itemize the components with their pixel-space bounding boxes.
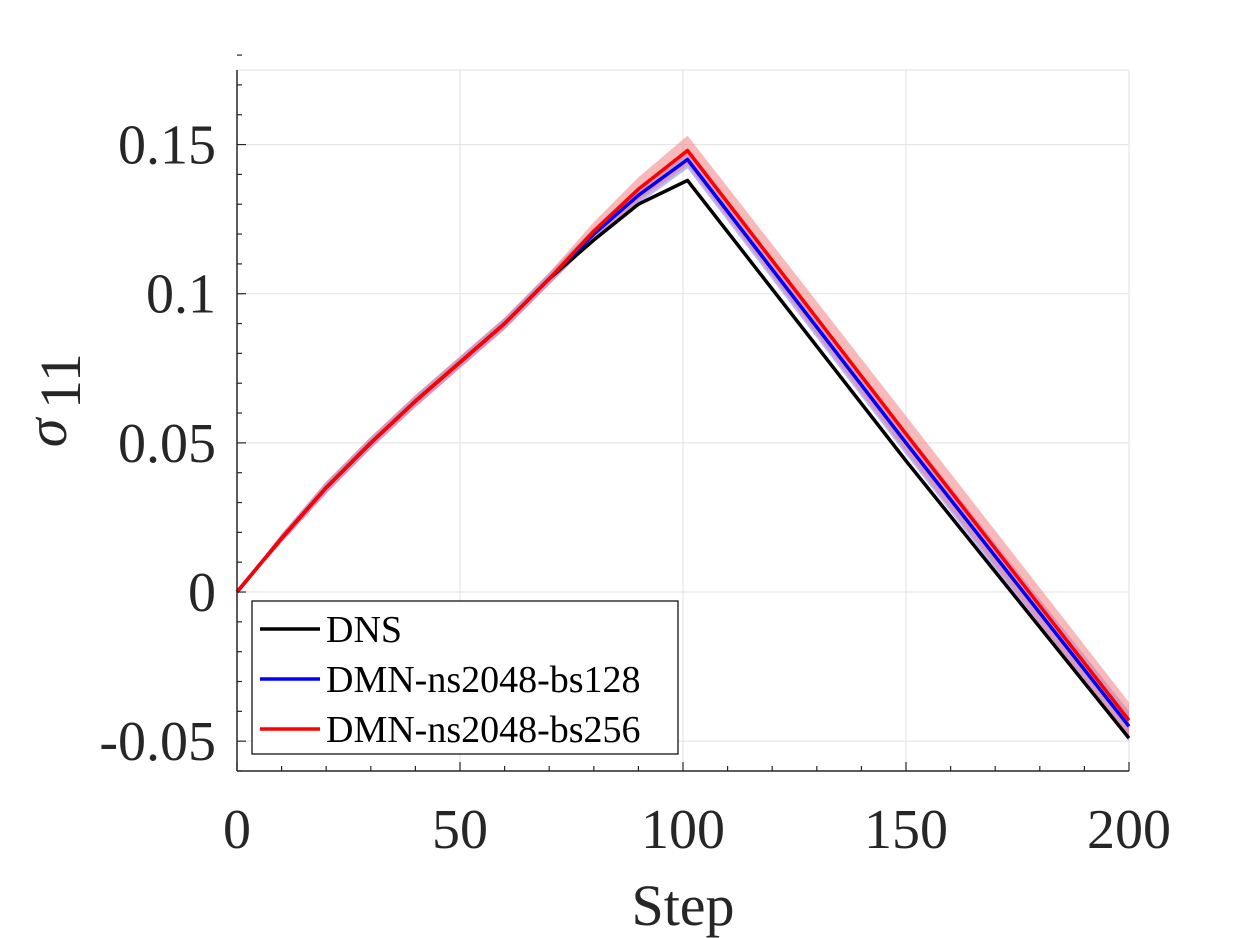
y-tick-label: 0.1 xyxy=(146,264,216,326)
y-tick-label: 0 xyxy=(188,562,216,624)
legend: DNS DMN-ns2048-bs128 DMN-ns2048-bs256 xyxy=(251,600,679,755)
x-axis-label: Step xyxy=(631,873,734,938)
y-tick-label: -0.05 xyxy=(99,711,216,773)
series-line-dmn-ns2048-bs256 xyxy=(235,148,1131,722)
y-tick-label: 0.05 xyxy=(118,413,216,475)
legend-label: DNS xyxy=(326,609,402,651)
series-lines xyxy=(235,148,1131,740)
legend-box xyxy=(251,600,679,755)
x-tick-label: 100 xyxy=(641,799,725,861)
axes xyxy=(236,54,1130,772)
y-axis-label-subscript: 11 xyxy=(28,353,93,409)
legend-label: DMN-ns2048-bs256 xyxy=(326,709,641,751)
x-tick-label: 0 xyxy=(223,799,251,861)
legend-label: DMN-ns2048-bs128 xyxy=(326,659,641,701)
y-axis-label-symbol: σ xyxy=(14,416,79,447)
y-axis-label: σ 11 xyxy=(14,353,93,447)
x-tick-label: 50 xyxy=(432,799,488,861)
y-tick-label: 0.15 xyxy=(118,115,216,177)
x-tick-label: 150 xyxy=(864,799,948,861)
x-tick-label: 200 xyxy=(1087,799,1171,861)
